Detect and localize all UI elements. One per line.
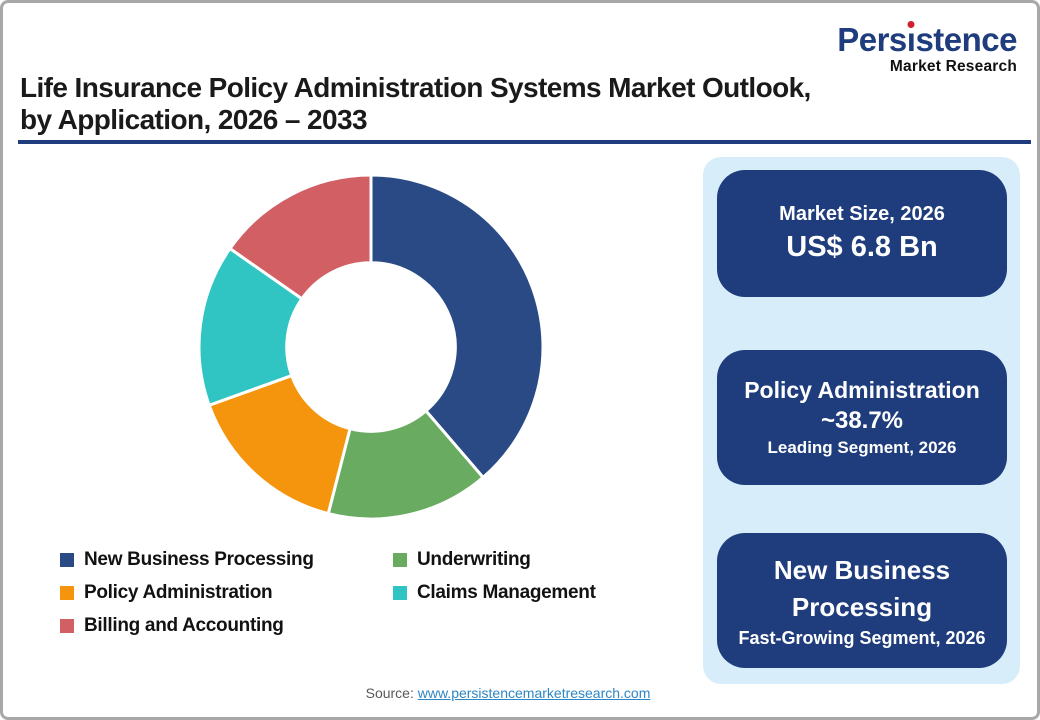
source-label: Source:: [365, 685, 418, 701]
chart-legend: New Business Processing Policy Administra…: [60, 543, 680, 642]
legend-swatch: [60, 618, 74, 633]
legend-label: Underwriting: [417, 548, 531, 570]
legend-item: Policy Administration: [60, 576, 393, 609]
logo-subtitle: Market Research: [889, 57, 1017, 75]
legend-column: Underwriting Claims Management: [393, 543, 596, 642]
card-title: Market Size, 2026: [779, 203, 945, 225]
card-value: US$ 6.8 Bn: [786, 231, 938, 263]
legend-swatch: [393, 552, 407, 567]
donut-segment-new-business-processing: [369, 173, 545, 480]
logo-letter-i: ı: [906, 21, 916, 58]
logo-red-dot-icon: [907, 21, 915, 28]
page-title-line1: Life Insurance Policy Administration Sys…: [20, 72, 811, 103]
info-card-fast-growing-segment: New Business Processing Fast-Growing Seg…: [717, 533, 1007, 668]
legend-label: Billing and Accounting: [84, 614, 284, 636]
donut-chart: [197, 173, 545, 521]
legend-swatch: [60, 585, 74, 600]
card-title: New Business Processing: [773, 555, 951, 622]
legend-item: Underwriting: [393, 543, 596, 576]
source-note: Source: www.persistencemarketresearch.co…: [3, 685, 1013, 701]
info-card-market-size: Market Size, 2026 US$ 6.8 Bn: [717, 170, 1007, 297]
page-title: Life Insurance Policy Administration Sys…: [20, 72, 1020, 136]
legend-item: Claims Management: [393, 576, 596, 609]
donut-segment-billing-and-accounting: [227, 173, 373, 301]
donut-segment-underwriting: [326, 408, 486, 521]
legend-label: Claims Management: [417, 581, 596, 603]
brand-logo: Persı stence Market Research: [837, 21, 1017, 75]
page-title-line2: by Application, 2026 – 2033: [20, 104, 368, 135]
card-caption: Leading Segment, 2026: [767, 438, 957, 457]
card-caption: Fast-Growing Segment, 2026: [738, 627, 986, 648]
legend-item: Billing and Accounting: [60, 609, 393, 642]
legend-swatch: [393, 585, 407, 600]
donut-segment-policy-administration: [207, 373, 352, 516]
info-card-leading-segment: Policy Administration ~38.7% Leading Seg…: [717, 350, 1007, 485]
donut-segment-claims-management: [197, 246, 304, 408]
card-title: Policy Administration: [744, 377, 980, 403]
source-link[interactable]: www.persistencemarketresearch.com: [417, 685, 651, 701]
legend-swatch: [60, 552, 74, 567]
legend-label: Policy Administration: [84, 581, 273, 603]
info-panel: Market Size, 2026 US$ 6.8 Bn Policy Admi…: [703, 157, 1020, 684]
title-underline: [18, 140, 1031, 144]
card-value: ~38.7%: [820, 407, 904, 434]
legend-column: New Business Processing Policy Administra…: [60, 543, 393, 642]
logo-title: Persı stence: [837, 21, 1017, 58]
legend-item: New Business Processing: [60, 543, 393, 576]
legend-label: New Business Processing: [84, 548, 314, 570]
